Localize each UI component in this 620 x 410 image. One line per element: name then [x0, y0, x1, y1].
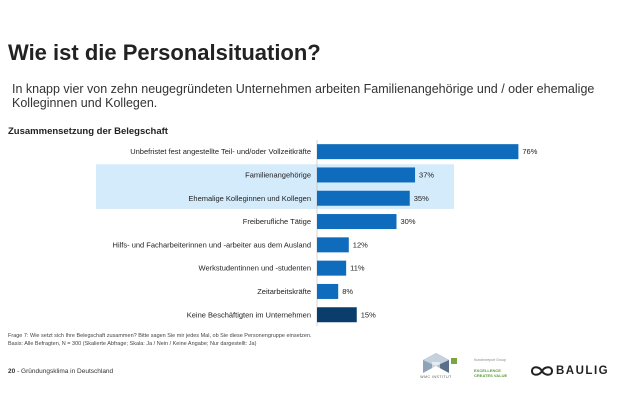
- award-logo: Kundenreport Group EXCELLENCE CREATES VA…: [474, 354, 518, 382]
- bar: [317, 214, 397, 230]
- category-label: Keine Beschäftigten im Unternehmen: [187, 310, 311, 319]
- value-label: 8%: [342, 287, 353, 296]
- chart-title: Zusammensetzung der Belegschaft: [8, 126, 168, 137]
- baulig-infinity-icon: [530, 366, 554, 376]
- bar: [317, 307, 357, 323]
- footer-separator: -: [17, 368, 20, 375]
- category-label: Zeitarbeitskräfte: [257, 287, 311, 296]
- bar: [317, 237, 349, 253]
- bar: [317, 260, 347, 276]
- wmc-logo-icon: [423, 353, 457, 373]
- value-label: 30%: [401, 217, 416, 226]
- footer-section: Gründungsklima in Deutschland: [21, 368, 114, 375]
- footnote-basis: Basis: Alle Befragten, N = 300 (Skaliert…: [8, 341, 257, 347]
- bar: [317, 167, 416, 183]
- bar: [317, 283, 339, 299]
- footer: 20 - Gründungsklima in Deutschland: [8, 368, 113, 375]
- value-label: 76%: [522, 147, 537, 156]
- category-label: Familienangehörige: [245, 170, 311, 179]
- footnote: Frage 7: Wie setzt sich Ihre Belegschaft…: [8, 332, 568, 348]
- baulig-logo-text: BAULIG: [556, 365, 610, 377]
- baulig-logo: BAULIG: [530, 364, 614, 380]
- page-number: 20: [8, 368, 16, 375]
- category-label: Freiberufliche Tätige: [243, 217, 311, 226]
- bar: [317, 190, 410, 206]
- wmc-logo-text: WMC INSTITUT: [420, 375, 452, 379]
- category-label: Ehemalige Kolleginnen und Kollegen: [188, 194, 311, 203]
- bar-chart: Unbefristet fest angestellte Teil- und/o…: [96, 140, 538, 327]
- page-title: Wie ist die Personalsituation?: [8, 40, 321, 65]
- value-label: 11%: [350, 264, 365, 273]
- category-label: Hilfs- und Facharbeiterinnen und -arbeit…: [113, 240, 311, 249]
- award-logo-line2: EXCELLENCE CREATES VALUE: [474, 368, 508, 378]
- value-label: 15%: [361, 310, 376, 319]
- award-logo-line1: Kundenreport Group: [474, 358, 506, 362]
- page-subtitle: In knapp vier von zehn neugegründeten Un…: [12, 82, 595, 110]
- value-label: 35%: [414, 194, 429, 203]
- wmc-logo: WMC INSTITUT: [413, 352, 459, 384]
- value-label: 37%: [419, 170, 434, 179]
- bar: [317, 144, 519, 160]
- footnote-question: Frage 7: Wie setzt sich Ihre Belegschaft…: [8, 333, 312, 339]
- value-label: 12%: [353, 240, 368, 249]
- category-label: Unbefristet fest angestellte Teil- und/o…: [130, 147, 311, 156]
- category-label: Werkstudentinnen und -studenten: [199, 264, 311, 273]
